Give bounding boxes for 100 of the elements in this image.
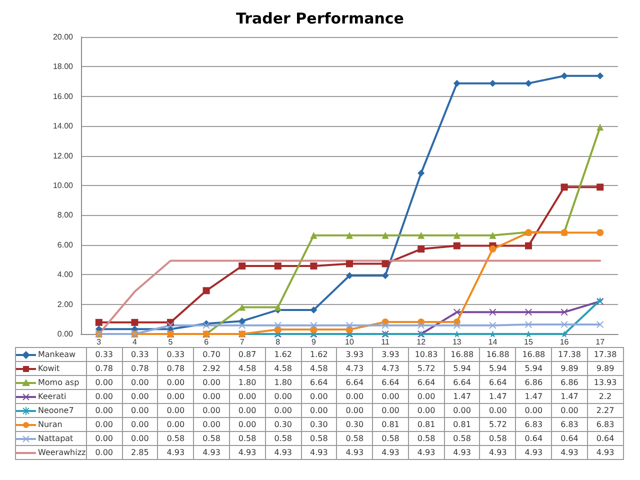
legend-label: Kowit	[38, 364, 60, 373]
data-label: 1.47	[552, 390, 588, 404]
data-label: 1.47	[516, 390, 552, 404]
data-label: 0.78	[86, 362, 122, 376]
data-label: 4.93	[301, 446, 337, 460]
data-label: 0.00	[194, 418, 230, 432]
data-label: 0.64	[552, 432, 588, 446]
data-label: 4.93	[516, 446, 552, 460]
data-label: 0.00	[158, 390, 194, 404]
x-tick-label: 5	[168, 338, 174, 346]
data-label: 0.58	[408, 432, 444, 446]
chart-title: Trader Performance	[236, 10, 404, 28]
y-tick-label: 4.00	[57, 270, 74, 280]
data-label: 6.83	[552, 418, 588, 432]
data-label: 0.00	[372, 390, 408, 404]
y-tick-label: 12.00	[52, 151, 74, 160]
x-tick-label: 15	[524, 338, 534, 346]
data-label: 6.64	[301, 376, 337, 390]
data-label: 0.78	[122, 362, 158, 376]
x-tick-label: 16	[560, 338, 570, 346]
data-label: 0.00	[552, 404, 588, 418]
data-label: 4.93	[587, 446, 624, 460]
data-label: 6.64	[444, 376, 480, 390]
data-label: 4.58	[265, 362, 301, 376]
data-label: 5.72	[408, 362, 444, 376]
data-label: 4.93	[336, 446, 373, 460]
data-label: 1.47	[480, 390, 516, 404]
data-label: 0.81	[372, 418, 408, 432]
data-label: 0.00	[122, 390, 158, 404]
data-label: 4.93	[194, 446, 230, 460]
data-label: 16.88	[480, 348, 516, 362]
data-label: 4.93	[408, 446, 444, 460]
data-label: 1.80	[229, 376, 266, 390]
data-label: 0.00	[301, 404, 337, 418]
data-label: 6.86	[516, 376, 552, 390]
data-label: 0.00	[336, 390, 373, 404]
data-label: 4.93	[265, 446, 301, 460]
legend-label: Mankeaw	[38, 350, 76, 359]
data-label: 0.00	[86, 446, 122, 460]
data-label: 10.83	[408, 348, 444, 362]
data-label: 0.00	[122, 404, 158, 418]
y-tick-label: 8.00	[57, 210, 74, 220]
data-label: 0.00	[408, 404, 444, 418]
data-label: 5.94	[516, 362, 552, 376]
x-tick-label: 6	[204, 338, 210, 346]
legend-label: Momo asp	[38, 378, 80, 387]
data-label: 0.58	[265, 432, 301, 446]
x-tick-label: 4	[132, 338, 138, 346]
y-tick-label: 18.00	[52, 62, 74, 72]
data-label: 4.58	[229, 362, 266, 376]
y-tick-label: 6.00	[57, 240, 74, 250]
data-label: 0.00	[86, 404, 122, 418]
x-tick-label: 9	[311, 338, 316, 346]
data-label: 4.58	[301, 362, 337, 376]
data-label: 4.93	[552, 446, 588, 460]
data-label: 3.93	[372, 348, 408, 362]
x-tick-label: 14	[488, 338, 498, 346]
data-label: 6.83	[587, 418, 624, 432]
data-label: 4.93	[229, 446, 266, 460]
y-tick-label: 14.00	[52, 122, 74, 131]
data-label: 9.89	[587, 362, 624, 376]
data-label: 4.93	[372, 446, 408, 460]
data-label: 0.00	[516, 404, 552, 418]
data-label: 0.58	[480, 432, 516, 446]
data-label: 1.62	[265, 348, 301, 362]
x-tick-label: 11	[381, 338, 390, 346]
y-tick-label: 0.00	[57, 330, 74, 338]
data-label: 0.58	[372, 432, 408, 446]
data-label: 0.00	[194, 376, 230, 390]
data-label: 1.47	[444, 390, 480, 404]
data-label: 0.58	[444, 432, 480, 446]
data-label: 6.64	[372, 376, 408, 390]
data-label: 0.30	[336, 418, 373, 432]
data-label: 0.78	[158, 362, 194, 376]
data-label: 0.58	[194, 432, 230, 446]
data-label: 4.73	[372, 362, 408, 376]
data-label: 0.87	[229, 348, 266, 362]
data-label: 1.62	[301, 348, 337, 362]
data-label: 6.64	[408, 376, 444, 390]
data-label: 4.93	[480, 446, 516, 460]
data-label: 6.64	[336, 376, 373, 390]
data-label: 9.89	[552, 362, 588, 376]
data-label: 0.58	[158, 432, 194, 446]
data-label: 13.93	[587, 376, 624, 390]
data-label: 2.92	[194, 362, 230, 376]
data-label: 0.00	[158, 404, 194, 418]
data-label: 0.00	[480, 404, 516, 418]
data-label: 0.00	[265, 390, 301, 404]
data-label: 6.86	[552, 376, 588, 390]
data-label: 1.80	[265, 376, 301, 390]
data-label: 0.00	[122, 376, 158, 390]
data-label: 4.93	[444, 446, 480, 460]
data-label: 2.27	[587, 404, 624, 418]
data-label: 2.2	[587, 390, 624, 404]
data-label: 0.00	[301, 390, 337, 404]
data-label: 0.00	[158, 376, 194, 390]
x-tick-label: 12	[416, 338, 426, 346]
legend-label: Neoone7	[38, 406, 74, 415]
data-label: 0.58	[301, 432, 337, 446]
data-label: 0.00	[86, 390, 122, 404]
